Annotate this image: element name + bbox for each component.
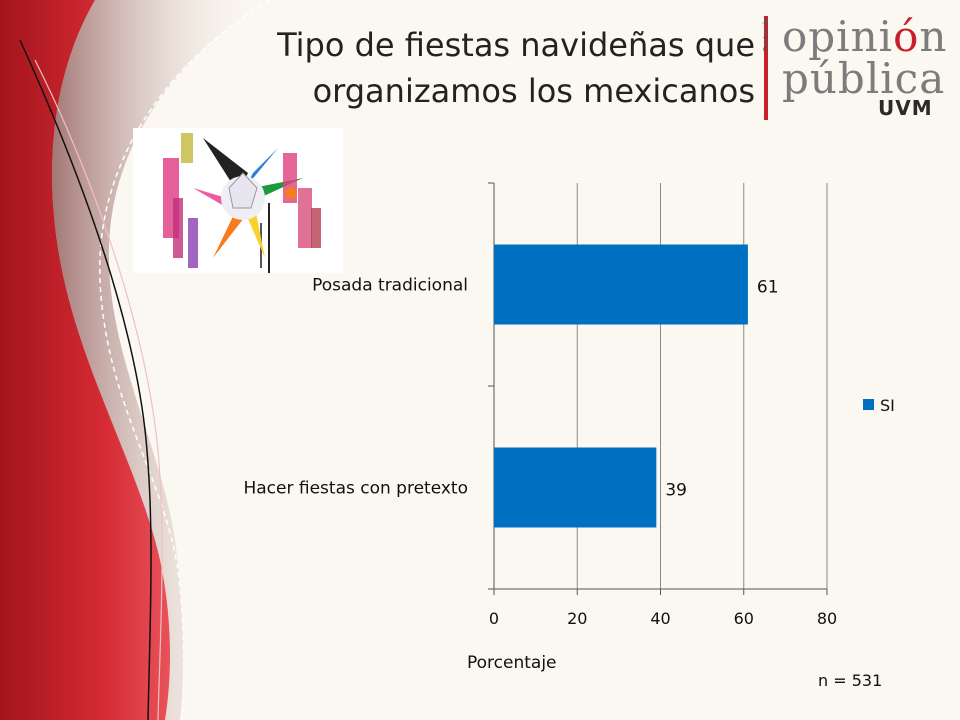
logo-word-opinion: opinión <box>782 14 947 60</box>
data-label: 39 <box>665 481 687 501</box>
logo-red-bar <box>764 16 768 120</box>
pinata-image <box>133 128 343 273</box>
opinion-publica-uvm-logo: Centro de opinión pública UVM <box>760 12 950 122</box>
x-tick-label: 40 <box>650 609 670 628</box>
x-tick-label: 20 <box>567 609 587 628</box>
slide-title: Tipo de fiestas navideñas que organizamo… <box>195 22 755 114</box>
legend-swatch <box>863 399 874 410</box>
sample-size-note: n = 531 <box>818 671 883 690</box>
bars <box>494 244 748 528</box>
x-tick-label: 60 <box>734 609 754 628</box>
logo-word-publica: pública <box>782 54 946 103</box>
x-axis-title: Porcentaje <box>467 653 557 673</box>
title-line-1: Tipo de fiestas navideñas que <box>277 26 755 64</box>
category-label: Posada tradicional <box>312 276 468 296</box>
x-tick-label: 80 <box>817 609 837 628</box>
legend-label: SI <box>880 396 895 415</box>
x-tick-label: 0 <box>489 609 499 628</box>
title-line-2: organizamos los mexicanos <box>312 72 755 110</box>
logo-opinion-accent: ó <box>893 12 920 61</box>
logo-word-uvm: UVM <box>878 96 933 120</box>
bar-1 <box>494 244 748 325</box>
bar-2 <box>494 447 657 528</box>
logo-opinion-part-a: opini <box>782 12 894 61</box>
logo-opinion-part-b: n <box>919 12 948 61</box>
category-label: Hacer fiestas con pretexto <box>243 479 468 499</box>
labels: 0 20 40 60 80 61 Posada tradicional 39 Hacer fie… <box>243 276 894 674</box>
data-label: 61 <box>757 278 779 298</box>
pinata-icon <box>163 133 321 273</box>
